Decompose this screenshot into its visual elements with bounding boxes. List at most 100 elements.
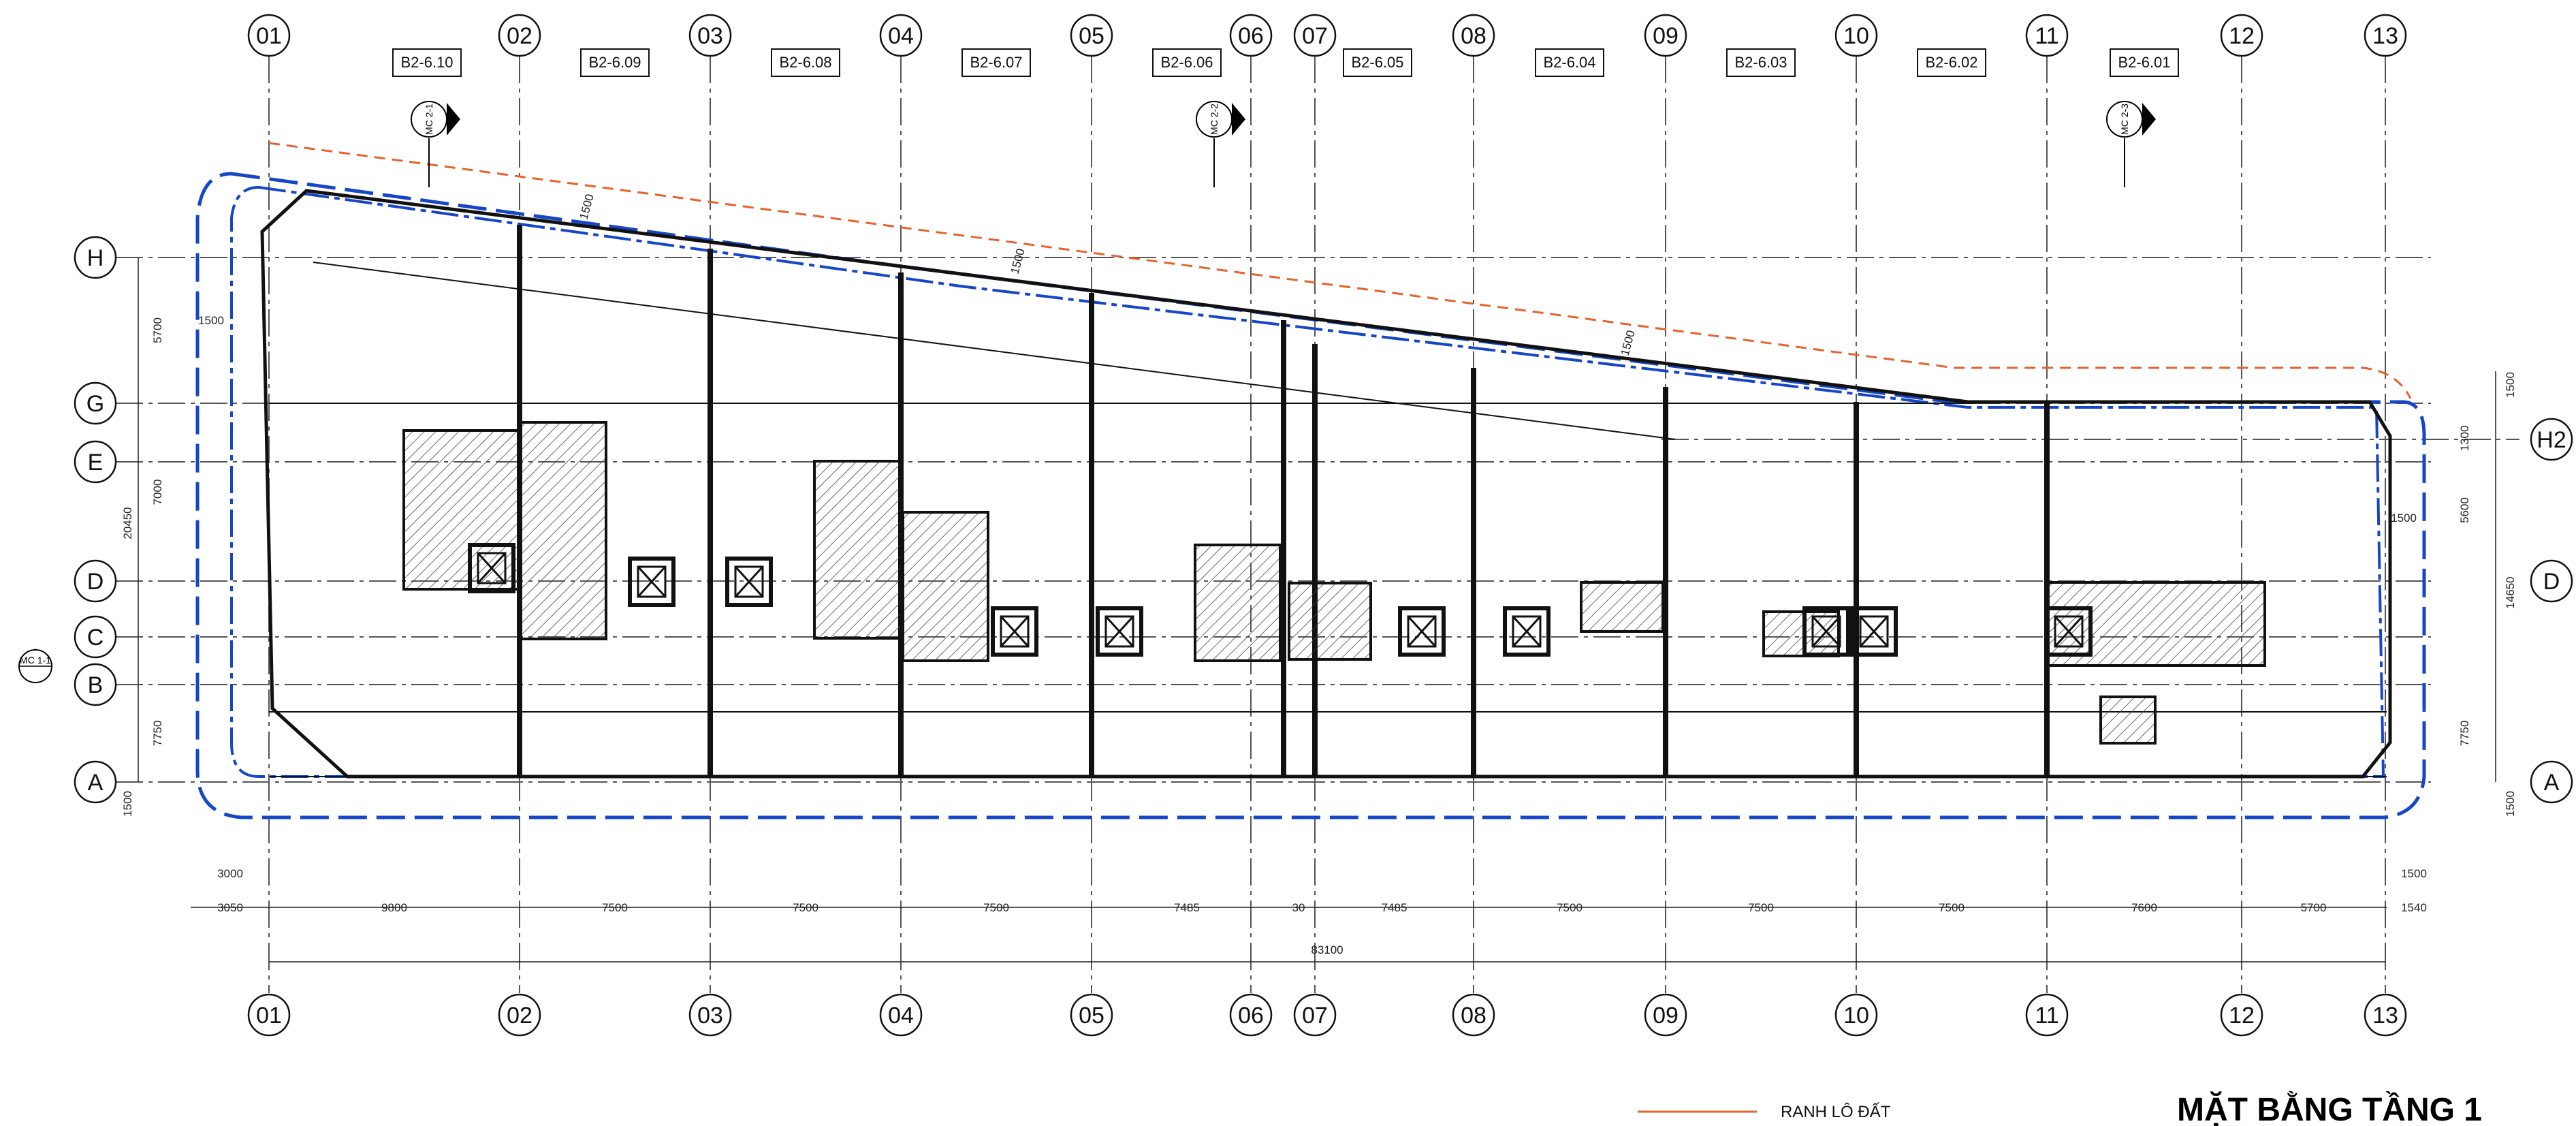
drawing-title: MẶT BẰNG TẦNG 1 [2177,1091,2482,1126]
grid-bubble-top-10: 10 [1834,14,1878,57]
dim-bottom-span-9: 7500 [1748,901,1774,914]
svg-text:B2-6.06: B2-6.06 [1160,54,1213,71]
unit-label-B2-6.06: B2-6.06 [1152,48,1222,77]
dim-right-setback: 1500 [2391,512,2417,525]
building-outline [260,189,2392,779]
grid-bubble-right-A: A [2530,760,2573,804]
dim-right-span-2: 5600 [2458,497,2471,523]
dim-right-bottom-edge: 1500 [2504,791,2517,817]
interior-lines [269,262,2387,777]
unit-label-B2-6.08: B2-6.08 [771,48,840,77]
dim-left-span-1: 5700 [151,317,164,343]
elevator-6 [1398,606,1446,657]
svg-text:B2-6.01: B2-6.01 [2118,54,2170,71]
dimension-annotations: 3050 3000 9800 7500 7500 7500 7485 30 7485 7500 75… [121,193,2517,963]
dim-bottom-total: 83100 [1311,943,1343,956]
dim-bottom-span-12: 5700 [2301,901,2327,914]
section-mark-top-2: MC 2-2 [1196,101,1245,187]
svg-text:D: D [2543,569,2560,595]
grid-bubble-left-A: A [74,760,117,804]
grid-bubble-top-11: 11 [2025,14,2069,57]
svg-text:C: C [87,625,104,651]
svg-text:B2-6.04: B2-6.04 [1543,54,1595,71]
svg-text:MC 2-1: MC 2-1 [424,104,434,135]
grid-bubble-top-02: 02 [498,14,541,57]
svg-text:MC 2-3: MC 2-3 [2119,104,2130,135]
grid-bubble-bottom-05: 05 [1070,993,1113,1037]
grid-bubble-bottom-03: 03 [688,993,732,1037]
svg-text:02: 02 [507,23,532,49]
grid-bubbles: 01 01 02 02 03 03 04 04 05 05 06 06 07 07 08 08 09 09 10 10… [74,14,2573,1037]
svg-text:H: H [87,245,104,271]
elevator-9 [1850,606,1898,657]
svg-text:MC 2-2: MC 2-2 [1209,104,1220,135]
svg-text:07: 07 [1302,1003,1328,1029]
elevator-3 [725,557,773,607]
svg-text:B2-6.08: B2-6.08 [779,54,831,71]
svg-text:B2-6.07: B2-6.07 [970,54,1022,71]
svg-text:08: 08 [1461,23,1486,49]
grid-bubble-bottom-11: 11 [2025,993,2069,1037]
dim-bottom-offset-left-blue: 3000 [217,867,243,880]
svg-text:12: 12 [2229,1003,2255,1029]
svg-text:05: 05 [1079,23,1104,49]
grid-bubble-bottom-07: 07 [1293,993,1337,1037]
svg-text:G: G [86,391,104,417]
section-mark-top-3: MC 2-3 [2106,101,2156,187]
svg-text:01: 01 [256,1003,282,1029]
dim-diagonal-2: 1500 [1008,247,1028,275]
svg-text:13: 13 [2372,1003,2398,1029]
svg-text:07: 07 [1302,23,1328,49]
svg-text:B: B [88,672,104,698]
svg-text:B2-6.02: B2-6.02 [1925,54,1977,71]
grid-bubble-left-H: H [74,236,117,279]
structural-walls [517,225,2050,777]
grid-bubble-top-12: 12 [2220,14,2263,57]
svg-text:05: 05 [1079,1003,1104,1029]
dim-bottom-span-5: 7485 [1174,901,1200,914]
elevator-1 [468,543,515,593]
grid-bubble-bottom-10: 10 [1834,993,1878,1037]
grid-bubble-top-07: 07 [1293,14,1337,57]
svg-text:06: 06 [1238,23,1264,49]
grid-bubble-top-09: 09 [1644,14,1687,57]
svg-text:06: 06 [1238,1003,1264,1029]
grid-bubble-top-03: 03 [688,14,732,57]
svg-text:A: A [2544,770,2560,796]
grid-bubble-top-06: 06 [1229,14,1273,57]
grid-bubble-top-13: 13 [2364,14,2407,57]
svg-text:10: 10 [1843,1003,1869,1029]
svg-text:03: 03 [697,1003,723,1029]
legend: RANH LÔ ĐẤT [1638,1102,1891,1121]
section-mark-left: MC 1-1 [18,648,52,683]
dim-left-span-3: 7750 [151,721,164,747]
svg-text:03: 03 [697,23,723,49]
svg-text:01: 01 [256,23,282,49]
core-blocks [402,421,2266,745]
grid-bubble-bottom-02: 02 [498,993,541,1037]
grid-bubble-top-01: 01 [247,14,291,57]
grid-bubble-top-05: 05 [1070,14,1113,57]
dim-bottom-span-1: 9800 [381,901,407,914]
dim-bottom-offset-right: 1540 [2401,901,2427,914]
dim-bottom-span-2: 7500 [602,901,628,914]
dim-left-edge: 1500 [121,791,134,817]
svg-text:13: 13 [2372,23,2398,49]
svg-text:09: 09 [1653,1003,1679,1029]
dim-bottom-span-8: 7500 [1557,901,1583,914]
grid-bubble-bottom-06: 06 [1229,993,1273,1037]
elevator-2 [628,557,675,607]
section-mark-left-label: MC 1-1 [20,655,51,666]
svg-text:B2-6.05: B2-6.05 [1351,54,1403,71]
unit-label-B2-6.07: B2-6.07 [961,48,1031,77]
svg-text:D: D [87,569,104,595]
dim-left-total: 20450 [121,507,134,539]
svg-text:08: 08 [1461,1003,1486,1029]
svg-text:11: 11 [2035,23,2058,49]
svg-text:B2-6.09: B2-6.09 [588,54,641,71]
section-marks-top: MC 2-1 MC 2-2 MC 2-3 [411,101,2156,187]
unit-label-B2-6.02: B2-6.02 [1917,48,1986,77]
elevator-cores [468,543,2093,657]
dim-right-total: 14650 [2504,576,2517,608]
dim-left-span-2: 7000 [151,480,164,505]
